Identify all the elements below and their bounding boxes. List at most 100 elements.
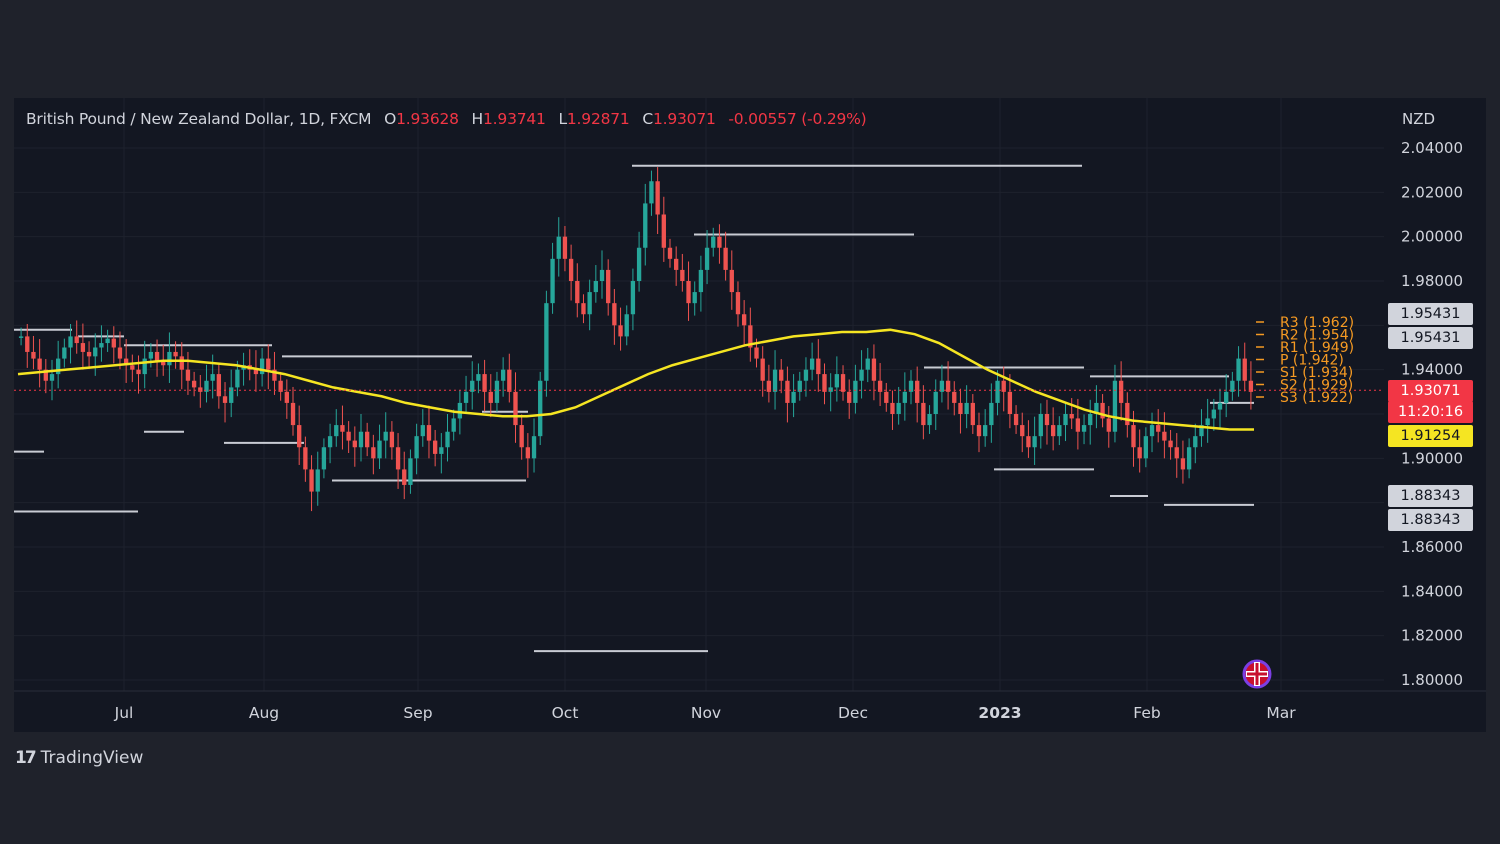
chart-panel[interactable]: 2.04000 2.02000 2.00000 1.98000 1.94000 1.900… <box>14 98 1486 732</box>
candle-body <box>1050 425 1056 437</box>
candle-body <box>859 369 864 381</box>
candle-body <box>191 380 197 388</box>
pivot-label: S3 (1.922) <box>1280 390 1353 406</box>
pivot-label: R2 (1.954) <box>1280 328 1354 344</box>
candle-body <box>439 447 444 454</box>
x-tick-label: Mar <box>1266 704 1296 722</box>
candle-body <box>266 358 271 370</box>
candle-body <box>717 236 722 248</box>
candle-body <box>309 469 314 492</box>
candle-body <box>1168 440 1173 448</box>
price-chart[interactable]: 2.04000 2.02000 2.00000 1.98000 1.94000 1.900… <box>14 98 1486 732</box>
y-tick-label: 2.04000 <box>1401 139 1463 157</box>
candle-body <box>389 431 395 448</box>
candle-body <box>877 380 883 392</box>
candle-body <box>500 369 506 381</box>
price-tag-high-1: 1.95431 <box>1388 303 1473 325</box>
candle-body <box>148 351 154 359</box>
candle-body <box>581 303 586 315</box>
candle-body <box>618 325 623 337</box>
candle-body <box>1193 436 1198 448</box>
candle-body <box>154 351 160 361</box>
pivot-label: S2 (1.929) <box>1280 378 1353 394</box>
candle-body <box>426 425 432 441</box>
y-tick-label: 1.84000 <box>1401 582 1463 600</box>
candle-body <box>1211 409 1216 419</box>
candle-body <box>167 351 172 366</box>
pivot-label: R3 (1.962) <box>1280 315 1354 331</box>
candle-body <box>1131 425 1136 448</box>
candle-body <box>630 281 636 315</box>
x-tick-label: Jul <box>114 704 134 722</box>
close-value: 1.93071 <box>652 110 716 128</box>
candle-body <box>834 374 840 388</box>
candle-body <box>31 351 36 359</box>
candle-body <box>432 440 438 454</box>
candle-body <box>1106 418 1111 432</box>
currency-label: NZD <box>1402 110 1436 128</box>
moving-average-line <box>17 328 1254 431</box>
y-tick-label: 2.02000 <box>1401 183 1463 201</box>
pivot-label: P (1.942) <box>1280 353 1344 369</box>
candle-body <box>284 391 289 403</box>
candle-body <box>1026 436 1031 448</box>
candle-body <box>346 431 351 441</box>
tradingview-logo[interactable]: 17 TradingView <box>15 748 143 768</box>
candle-body <box>983 425 988 437</box>
candle-body <box>198 387 203 392</box>
candle-body <box>278 380 283 392</box>
candle-body <box>408 458 413 485</box>
candle-body <box>674 258 679 270</box>
candle-body <box>229 387 234 403</box>
candle-body <box>216 374 222 397</box>
candle-body <box>494 380 500 403</box>
price-tag-high-2: 1.95431 <box>1388 327 1473 349</box>
candle-body <box>1075 418 1081 432</box>
y-tick-label: 1.86000 <box>1401 538 1463 556</box>
symbol-header: British Pound / New Zealand Dollar, 1D, … <box>26 110 867 128</box>
candle-body <box>686 281 691 304</box>
candle-body <box>927 414 932 426</box>
candle-body <box>68 336 73 348</box>
candle-body <box>1186 447 1192 470</box>
candle-body <box>952 391 957 403</box>
candle-body <box>259 358 265 375</box>
candle-body <box>340 425 345 432</box>
candle-body <box>1069 414 1074 419</box>
candle-body <box>865 358 870 370</box>
candle-body <box>568 258 574 281</box>
candle-body <box>711 236 716 248</box>
candle-body <box>556 236 561 259</box>
candle-body <box>636 247 642 281</box>
candle-body <box>958 402 963 414</box>
candle-body <box>667 247 673 259</box>
symbol-title[interactable]: British Pound / New Zealand Dollar, 1D, … <box>26 110 372 128</box>
high-label: H <box>471 110 484 128</box>
candle-body <box>550 258 555 304</box>
candle-body <box>735 292 741 315</box>
candle-body <box>908 380 914 392</box>
candle-body <box>680 269 685 281</box>
candle-body <box>49 374 55 381</box>
candle-body <box>1162 431 1167 441</box>
y-tick-label: 1.90000 <box>1401 449 1463 467</box>
candle-body <box>1001 380 1006 392</box>
candle-body <box>989 402 994 426</box>
candle-body <box>74 336 79 344</box>
candle-body <box>785 380 790 403</box>
candle-body <box>853 380 858 403</box>
candle-body <box>25 336 30 352</box>
candle-body <box>593 281 598 293</box>
candle-body <box>896 402 901 414</box>
x-tick-label: 2023 <box>978 704 1021 722</box>
uk-flag-icon[interactable] <box>1241 659 1273 689</box>
candle-body <box>161 360 166 366</box>
candle-body <box>871 358 877 381</box>
candle-body <box>1217 402 1223 410</box>
candle-body <box>463 391 469 403</box>
candle-body <box>754 347 759 359</box>
candle-body <box>976 425 982 437</box>
ma-value-tag: 1.91254 <box>1388 425 1473 447</box>
candle-body <box>173 351 178 357</box>
candle-body <box>303 447 308 470</box>
